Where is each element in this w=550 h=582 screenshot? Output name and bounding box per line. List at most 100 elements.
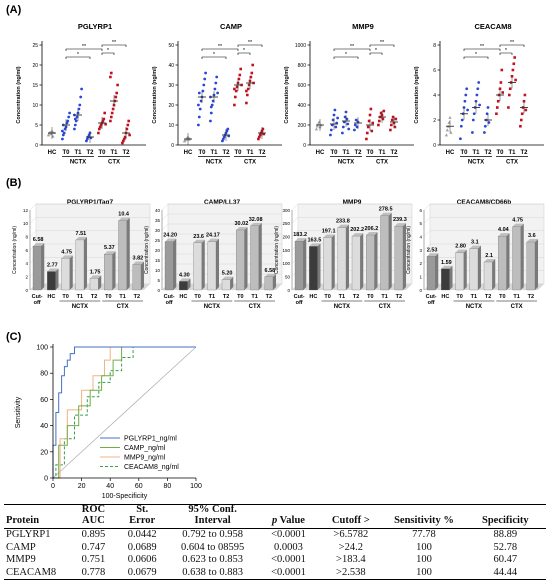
bar-side: [403, 223, 407, 290]
data-point: [226, 127, 230, 131]
bar-side: [141, 261, 145, 290]
table-row: CAMP 0.747 0.0689 0.604 to 08595 0.0003 >24.2…: [4, 542, 546, 555]
category-label: T1: [378, 150, 386, 156]
category-label: T2: [528, 294, 534, 300]
x-tick-label: 100: [190, 483, 202, 490]
y-tick-label: 35: [155, 218, 161, 223]
bar: [498, 233, 510, 291]
data-point: [249, 75, 253, 79]
group-label: NCTX: [70, 160, 86, 166]
data-point: [368, 113, 372, 117]
category-label: T2: [134, 294, 140, 300]
bar-side: [492, 259, 496, 290]
table-cell: >2.538: [318, 566, 384, 580]
data-point: [128, 133, 131, 137]
data-point: [67, 115, 71, 119]
bar: [221, 276, 234, 291]
data-point: [246, 93, 249, 97]
bar-top: [380, 212, 392, 216]
bar-side: [216, 238, 220, 290]
data-point: [197, 103, 200, 107]
y-tick-label: 0: [157, 288, 160, 293]
data-point: [389, 128, 392, 132]
group-label: NCTX: [466, 304, 482, 310]
bar-side: [303, 238, 307, 290]
category-label: HC: [48, 150, 57, 156]
data-point: [202, 83, 206, 87]
bar-chart-title: PGLYRP1/Tag7: [67, 199, 114, 206]
significance-bracket: [333, 48, 371, 51]
roc-summary-table: Protein ROC AUC St. Error 95% Conf. Interval p …: [4, 504, 546, 580]
data-point: [329, 128, 333, 132]
data-point: [73, 123, 77, 127]
data-point: [483, 131, 486, 134]
bar-face: [394, 226, 404, 291]
bar-side: [41, 243, 45, 290]
bar-chart-mmp9: MMP9 0 50 100 150 200 250 300 Concentration (ng/…: [274, 199, 413, 310]
scatter-plot-camp: CAMP 0 10 20 30 40 50 Concentration (ng/ml) HC T0…: [152, 22, 282, 166]
grid-line: [423, 243, 431, 251]
bar-side: [360, 233, 364, 290]
column-header-text: Sensitivity %: [394, 514, 454, 526]
bar-top: [132, 261, 145, 265]
table-cell: 0.0003: [274, 541, 303, 553]
bar-value-label: 197.1: [322, 228, 336, 234]
panel-label-c: (C): [6, 331, 22, 343]
bar-value-label: 2.53: [427, 247, 438, 253]
bar-value-label: 24.20: [163, 233, 177, 239]
bar: [526, 239, 539, 291]
bar-side: [69, 255, 73, 290]
data-point: [507, 106, 510, 109]
data-point: [101, 119, 105, 123]
category-label: T0: [98, 150, 106, 156]
bar-value-label: 4.04: [498, 227, 510, 233]
bar-face: [221, 279, 231, 291]
bar: [323, 234, 335, 291]
y-tick-label: 25: [155, 238, 161, 243]
data-point: [80, 87, 83, 91]
legend-label: CAMP_ng/ml: [124, 445, 166, 452]
category-label: T2: [122, 150, 130, 156]
significance-mark: *: [505, 48, 508, 54]
category-label: T2: [484, 150, 492, 156]
y-tick-label: 50: [285, 274, 291, 279]
grid-line: [423, 203, 431, 211]
significance-mark: **: [480, 44, 485, 50]
bar-value-label: 30.02: [234, 221, 248, 227]
data-point: [496, 99, 500, 103]
scatter-title: PGLYRP1: [78, 22, 112, 31]
bar: [193, 239, 205, 291]
category-label: T2: [353, 294, 359, 300]
bar-top: [295, 238, 307, 242]
bar-face: [426, 256, 436, 291]
y-tick-label: 80: [40, 371, 48, 378]
bar-face: [193, 242, 202, 291]
category-label-cont: off: [34, 300, 41, 306]
data-point: [346, 122, 350, 126]
data-point: [213, 87, 217, 91]
bar-side: [244, 226, 248, 290]
data-point: [125, 127, 129, 131]
data-point: [209, 119, 212, 123]
column-header: Specificity: [464, 504, 546, 529]
y-tick-label: 15: [155, 258, 161, 263]
group-label: CTX: [249, 304, 261, 310]
data-point: [314, 127, 318, 131]
significance-bracket: [201, 48, 239, 51]
grid-line: [291, 217, 299, 224]
y-tick-label: 8: [433, 43, 436, 49]
data-point: [127, 119, 130, 123]
category-label: T0: [460, 150, 468, 156]
data-point: [478, 103, 481, 107]
bar-top: [337, 224, 350, 228]
significance-mark: **: [82, 44, 87, 50]
bar: [236, 226, 248, 291]
y-axis-label: Sensitivity: [15, 396, 22, 428]
bar-top: [323, 234, 335, 238]
category-label-cont: off: [296, 300, 303, 306]
data-point: [46, 133, 50, 137]
data-point: [474, 99, 478, 103]
data-point: [73, 127, 76, 131]
category-label: T2: [222, 150, 230, 156]
category-label: T1: [209, 294, 215, 300]
